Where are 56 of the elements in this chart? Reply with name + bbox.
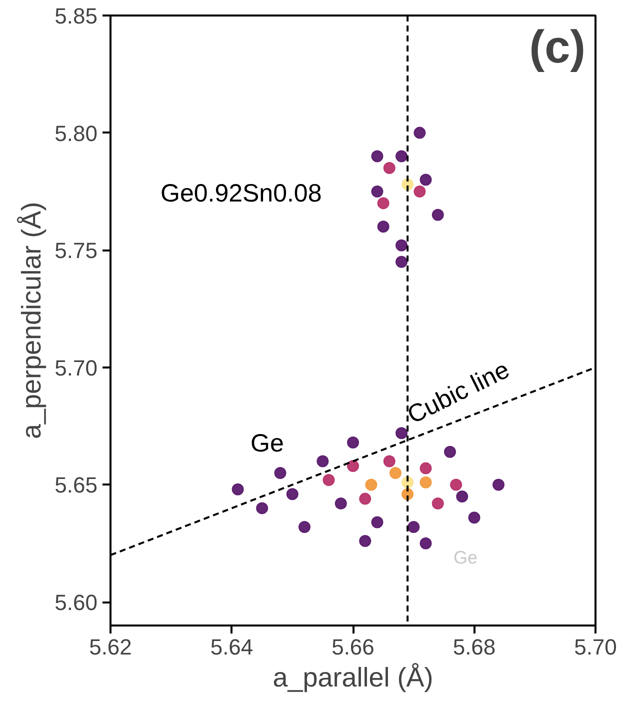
point [396, 427, 408, 440]
x-axis-title: a_parallel (Å) [272, 662, 434, 692]
point [371, 185, 384, 198]
point [389, 467, 402, 479]
point [298, 520, 310, 533]
point [359, 492, 372, 505]
point [492, 478, 504, 491]
point [432, 208, 444, 221]
x-tick-label: 5.68 [452, 634, 496, 660]
point [347, 436, 359, 448]
point [396, 239, 408, 252]
y-tick-label: 5.75 [54, 238, 98, 264]
annotation: (c) [529, 20, 586, 72]
point [450, 478, 462, 491]
x-tick-label: 5.62 [89, 634, 132, 660]
y-tick-label: 5.85 [54, 4, 98, 28]
point [347, 460, 359, 472]
point [414, 126, 426, 139]
point [274, 467, 286, 479]
point [420, 476, 432, 488]
y-tick-label: 5.70 [54, 355, 98, 380]
point [383, 162, 396, 174]
annotation: Ge [250, 430, 284, 458]
point [365, 478, 378, 491]
y-axis-title: a_perpendicular (Å) [16, 202, 47, 440]
point [232, 483, 244, 496]
x-tick-label: 5.70 [574, 634, 617, 660]
point [444, 446, 456, 458]
point [396, 256, 408, 268]
point [377, 197, 390, 210]
point [286, 488, 298, 500]
point [468, 512, 480, 524]
point [432, 498, 444, 510]
point [414, 185, 426, 198]
point [322, 474, 335, 486]
point [371, 516, 384, 528]
x-tick-label: 5.64 [210, 634, 254, 660]
point [408, 520, 420, 533]
y-tick-label: 5.65 [54, 472, 98, 498]
annotation: Cubic line [403, 356, 514, 430]
point [316, 455, 329, 468]
x-tick-label: 5.66 [332, 634, 374, 660]
point [396, 150, 408, 162]
point [359, 535, 372, 548]
y-tick-label: 5.60 [54, 590, 98, 616]
point [420, 174, 432, 186]
point [456, 490, 468, 502]
point [383, 455, 396, 468]
point [420, 537, 432, 550]
y-tick-label: 5.80 [54, 120, 98, 146]
point [256, 502, 268, 514]
point [334, 498, 347, 510]
point [371, 150, 384, 162]
point [377, 220, 390, 233]
point [420, 462, 432, 474]
annotation: Ge0.92Sn0.08 [160, 180, 322, 208]
